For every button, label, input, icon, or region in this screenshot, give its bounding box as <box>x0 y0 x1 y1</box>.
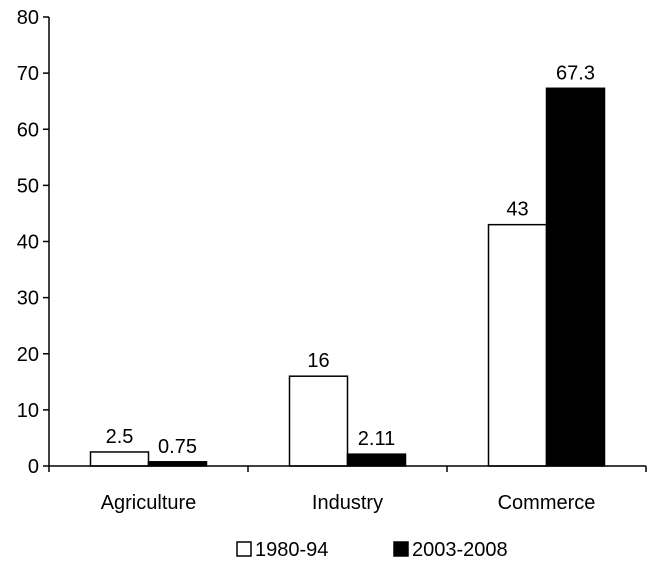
y-tick-label: 60 <box>17 119 39 141</box>
data-label: 67.3 <box>556 62 595 84</box>
legend-swatch <box>236 541 252 557</box>
bar-agriculture-0 <box>89 451 150 467</box>
data-label: 16 <box>307 350 329 372</box>
data-label: 0.75 <box>158 436 197 458</box>
x-axis-ticks <box>48 466 647 472</box>
y-tick-label: 30 <box>17 288 39 310</box>
category-label: Industry <box>312 492 383 514</box>
data-label: 2.5 <box>106 426 134 448</box>
legend-label: 2003-2008 <box>412 539 508 561</box>
y-tick-label: 0 <box>28 456 39 478</box>
data-label: 43 <box>506 199 528 221</box>
bar-commerce-0 <box>487 223 548 467</box>
y-axis-ticks: 0 10 20 30 40 50 60 70 80 <box>17 7 49 478</box>
y-tick-label: 70 <box>17 63 39 85</box>
bars <box>89 87 606 467</box>
data-label: 2.11 <box>358 428 395 450</box>
bar-industry-0 <box>288 375 349 467</box>
legend-swatch <box>393 541 409 557</box>
data-labels: 2.5 0.75 16 2.11 43 67.3 <box>106 62 595 458</box>
y-tick-label: 50 <box>17 175 39 197</box>
legend: 1980-94 2003-2008 <box>236 539 508 561</box>
bar-commerce-1 <box>545 87 606 467</box>
y-tick-label: 20 <box>17 344 39 366</box>
y-tick-label: 40 <box>17 232 39 254</box>
bar-industry-1 <box>346 453 407 467</box>
y-tick-label: 80 <box>17 7 39 29</box>
legend-label: 1980-94 <box>255 539 328 561</box>
category-label: Commerce <box>498 492 596 514</box>
category-label: Agriculture <box>101 492 197 514</box>
category-labels: Agriculture Industry Commerce <box>101 492 596 514</box>
y-tick-label: 10 <box>17 400 39 422</box>
